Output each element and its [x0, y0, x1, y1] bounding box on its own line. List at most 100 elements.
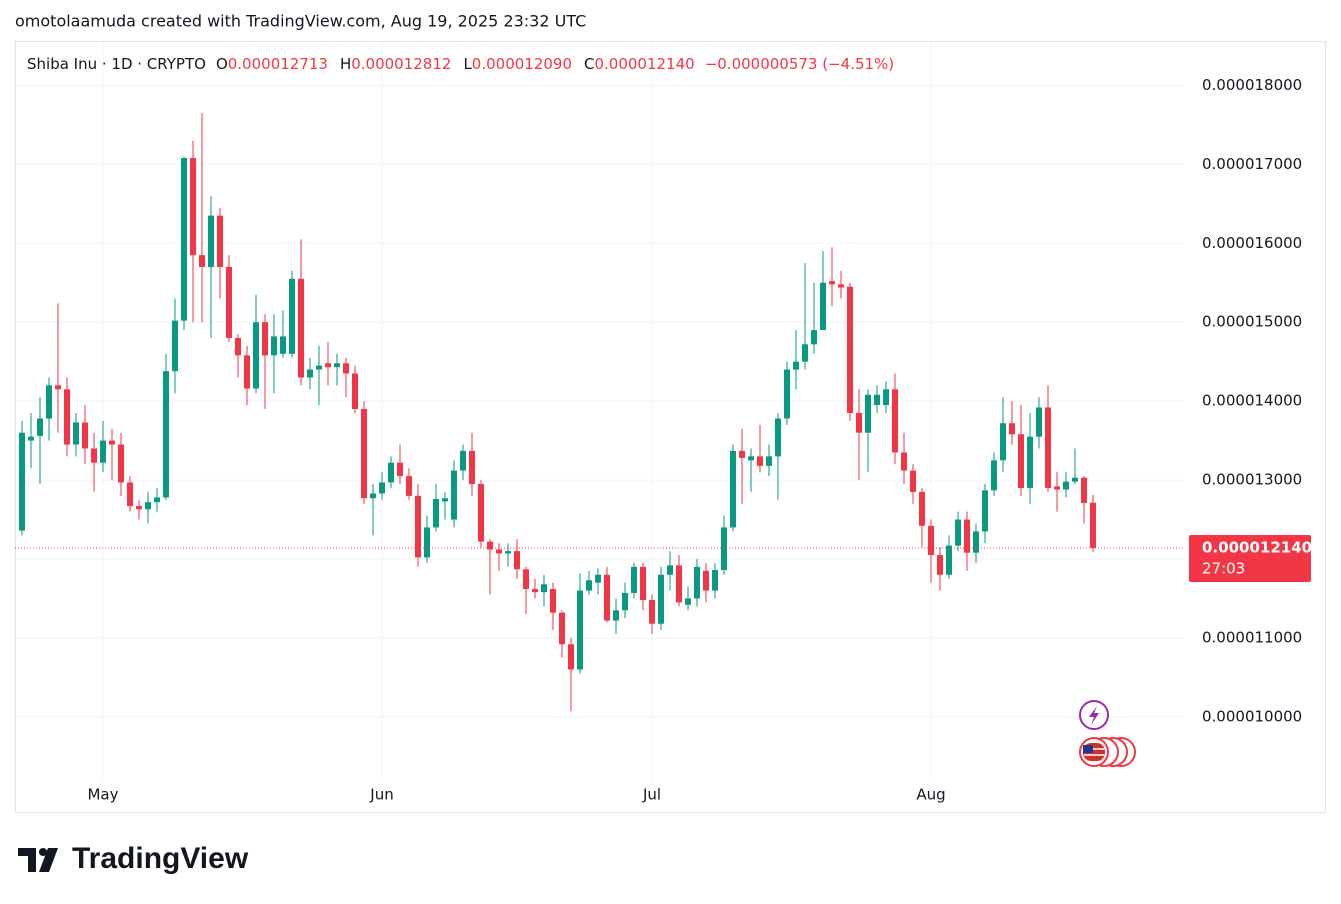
- candle-body: [721, 527, 727, 571]
- candle-body: [1018, 434, 1024, 488]
- candle-body: [262, 322, 268, 356]
- candle-body: [838, 284, 844, 288]
- candle-body: [1072, 477, 1078, 482]
- y-tick-label: 0.000013000: [1202, 471, 1302, 489]
- candle-body: [622, 592, 628, 611]
- y-tick-label: 0.000011000: [1202, 628, 1302, 646]
- legend-symbol: Shiba Inu · 1D · CRYPTO: [27, 55, 206, 73]
- candle-body: [460, 450, 466, 471]
- candle-body: [739, 450, 745, 458]
- candle-body: [46, 385, 52, 419]
- candle-body: [694, 566, 700, 599]
- event-icons: [1079, 700, 1136, 767]
- candle-body: [658, 574, 664, 624]
- x-tick-label: Aug: [916, 786, 945, 804]
- x-tick-label: Jun: [369, 786, 393, 804]
- candle-body: [163, 371, 169, 498]
- candle-body: [892, 389, 898, 453]
- candle-body: [811, 330, 817, 345]
- candle-body: [442, 498, 448, 502]
- candle-body: [514, 551, 520, 570]
- candle-body: [532, 588, 538, 593]
- candle-body: [802, 344, 808, 362]
- candle-body: [433, 499, 439, 528]
- candle-body: [424, 527, 430, 558]
- candle-body: [64, 389, 70, 445]
- candle-body: [370, 493, 376, 499]
- last-price-label: 0.000012140: [1202, 538, 1312, 556]
- candle-body: [730, 450, 736, 528]
- chart-frame: [15, 41, 1326, 813]
- candle-body: [325, 363, 331, 368]
- legend-key: O: [216, 55, 228, 73]
- candle-body: [883, 389, 889, 406]
- candle-body: [982, 490, 988, 532]
- candle-body: [856, 412, 862, 433]
- candle-body: [919, 491, 925, 526]
- candle-body: [1054, 486, 1060, 490]
- candle-body: [298, 278, 304, 378]
- candle-body: [352, 373, 358, 410]
- candle-body: [865, 394, 871, 433]
- candle-body: [604, 574, 610, 621]
- candle-body: [505, 551, 511, 554]
- candle-body: [829, 281, 835, 285]
- candle-body: [271, 336, 277, 356]
- candle-body: [19, 432, 25, 531]
- y-tick-label: 0.000015000: [1202, 313, 1302, 331]
- candle-body: [757, 456, 763, 466]
- legend-value: 0.000012090: [472, 55, 572, 73]
- candle-body: [361, 409, 367, 499]
- candle-body: [379, 482, 385, 494]
- watermark: omotolaamuda created with TradingView.co…: [15, 12, 586, 31]
- candle-body: [343, 363, 349, 374]
- candle-body: [1027, 436, 1033, 488]
- candle-body: [199, 255, 205, 267]
- candle-body: [928, 525, 934, 556]
- candle-body: [1000, 423, 1006, 461]
- candle-body: [631, 566, 637, 593]
- legend-change: −0.000000573 (−4.51%): [705, 55, 894, 73]
- lightning-glyph: [1089, 706, 1099, 725]
- candle-body: [100, 440, 106, 463]
- last-price-box: [1189, 534, 1311, 582]
- y-tick-label: 0.000018000: [1202, 76, 1302, 94]
- candle-body: [568, 644, 574, 670]
- candle-body: [649, 600, 655, 624]
- candle-body: [478, 484, 484, 542]
- candle-body: [253, 322, 259, 389]
- candle-body: [676, 565, 682, 603]
- legend-value: 0.000012140: [594, 55, 694, 73]
- y-tick-label: 0.000014000: [1202, 392, 1302, 410]
- candle-body: [487, 541, 493, 550]
- y-tick-label: 0.000010000: [1202, 707, 1302, 725]
- legend: Shiba Inu · 1D · CRYPTO O0.000012713 H0.00…: [27, 55, 894, 73]
- candle-body: [1009, 423, 1015, 435]
- candle-body: [595, 574, 601, 583]
- candle-body: [775, 418, 781, 457]
- candle-body: [1063, 481, 1069, 490]
- legend-value: 0.000012713: [228, 55, 328, 73]
- candle-body: [586, 580, 592, 591]
- candle-body: [1081, 477, 1087, 503]
- candle-body: [415, 495, 421, 558]
- candle-body: [766, 456, 772, 466]
- legend-key: C: [584, 55, 594, 73]
- candle-body: [127, 482, 133, 507]
- candle-body: [559, 612, 565, 645]
- candle-body: [82, 422, 88, 449]
- candle-body: [541, 584, 547, 593]
- candle-body: [397, 462, 403, 477]
- candle-body: [973, 531, 979, 553]
- y-tick-label: 0.000016000: [1202, 234, 1302, 252]
- candle-body: [226, 266, 232, 338]
- flag-canton: [1083, 745, 1093, 753]
- candle-body: [280, 336, 286, 354]
- candle-body: [496, 549, 502, 554]
- y-tick-label: 0.000017000: [1202, 155, 1302, 173]
- candle-body: [406, 476, 412, 496]
- candle-body: [28, 436, 34, 441]
- candle-body: [577, 590, 583, 670]
